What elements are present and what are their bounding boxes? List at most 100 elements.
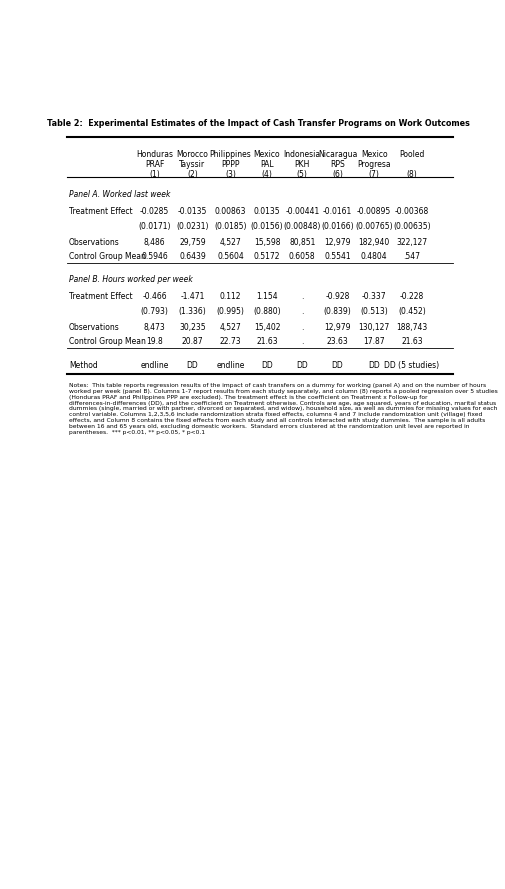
Text: DD: DD	[296, 361, 308, 371]
Text: Tayssir: Tayssir	[179, 160, 206, 169]
Text: endline: endline	[140, 361, 169, 371]
Text: -0.928: -0.928	[325, 292, 349, 300]
Text: 30,235: 30,235	[179, 323, 206, 332]
Text: (5): (5)	[297, 170, 308, 179]
Text: DD: DD	[368, 361, 380, 371]
Text: 8,486: 8,486	[144, 238, 165, 247]
Text: 0.5541: 0.5541	[324, 252, 351, 260]
Text: PKH: PKH	[294, 160, 310, 169]
Text: Indonesia: Indonesia	[284, 150, 321, 159]
Text: 0.6058: 0.6058	[289, 252, 316, 260]
Text: -0.00368: -0.00368	[395, 206, 429, 216]
Text: .: .	[301, 323, 304, 332]
Text: (0.0166): (0.0166)	[321, 221, 354, 230]
Text: Observations: Observations	[69, 238, 120, 247]
Text: 4,527: 4,527	[220, 238, 241, 247]
Text: -0.0135: -0.0135	[178, 206, 207, 216]
Text: Method: Method	[69, 361, 98, 371]
Text: Pooled: Pooled	[399, 150, 425, 159]
Text: DD: DD	[187, 361, 198, 371]
Text: Notes:  This table reports regression results of the impact of cash transfers on: Notes: This table reports regression res…	[69, 383, 498, 435]
Text: 0.00863: 0.00863	[215, 206, 246, 216]
Text: (3): (3)	[225, 170, 236, 179]
Text: 130,127: 130,127	[359, 323, 390, 332]
Text: .547: .547	[403, 252, 421, 260]
Text: (0.0156): (0.0156)	[250, 221, 283, 230]
Text: 12,979: 12,979	[324, 323, 351, 332]
Text: DD: DD	[332, 361, 343, 371]
Text: 15,402: 15,402	[254, 323, 280, 332]
Text: 21.63: 21.63	[401, 337, 423, 346]
Text: 29,759: 29,759	[179, 238, 206, 247]
Text: (2): (2)	[187, 170, 198, 179]
Text: Treatment Effect: Treatment Effect	[69, 292, 133, 300]
Text: PAL: PAL	[260, 160, 274, 169]
Text: DD: DD	[261, 361, 273, 371]
Text: (0.0171): (0.0171)	[138, 221, 171, 230]
Text: Mexico: Mexico	[254, 150, 280, 159]
Text: Morocco: Morocco	[177, 150, 209, 159]
Text: 0.5946: 0.5946	[141, 252, 168, 260]
Text: (0.00635): (0.00635)	[393, 221, 431, 230]
Text: PPPP: PPPP	[221, 160, 240, 169]
Text: .: .	[301, 292, 304, 300]
Text: Progresa: Progresa	[357, 160, 391, 169]
Text: Panel B. Hours worked per week: Panel B. Hours worked per week	[69, 275, 193, 284]
Text: -1.471: -1.471	[180, 292, 205, 300]
Text: RPS: RPS	[330, 160, 345, 169]
Text: -0.337: -0.337	[362, 292, 386, 300]
Text: 17.87: 17.87	[363, 337, 385, 346]
Text: Treatment Effect: Treatment Effect	[69, 206, 133, 216]
Text: 182,940: 182,940	[359, 238, 390, 247]
Text: (0.0185): (0.0185)	[214, 221, 246, 230]
Text: 4,527: 4,527	[220, 323, 241, 332]
Text: Observations: Observations	[69, 323, 120, 332]
Text: (1.336): (1.336)	[179, 307, 207, 316]
Text: -0.228: -0.228	[400, 292, 424, 300]
Text: Honduras: Honduras	[136, 150, 173, 159]
Text: 19.8: 19.8	[146, 337, 163, 346]
Text: -0.466: -0.466	[142, 292, 167, 300]
Text: 1.154: 1.154	[256, 292, 278, 300]
Text: 0.4804: 0.4804	[361, 252, 387, 260]
Text: DD (5 studies): DD (5 studies)	[384, 361, 439, 371]
Text: (0.793): (0.793)	[140, 307, 169, 316]
Text: (6): (6)	[332, 170, 343, 179]
Text: 12,979: 12,979	[324, 238, 351, 247]
Text: (0.839): (0.839)	[324, 307, 351, 316]
Text: 21.63: 21.63	[256, 337, 278, 346]
Text: -0.0161: -0.0161	[323, 206, 352, 216]
Text: 20.87: 20.87	[182, 337, 204, 346]
Text: 188,743: 188,743	[396, 323, 428, 332]
Text: 0.0135: 0.0135	[254, 206, 280, 216]
Text: (8): (8)	[407, 170, 418, 179]
Text: 0.6439: 0.6439	[179, 252, 206, 260]
Text: 0.5604: 0.5604	[217, 252, 244, 260]
Text: Control Group Mean: Control Group Mean	[69, 337, 146, 346]
Text: 8,473: 8,473	[143, 323, 165, 332]
Text: (0.452): (0.452)	[398, 307, 426, 316]
Text: -0.00441: -0.00441	[285, 206, 319, 216]
Text: 22.73: 22.73	[220, 337, 241, 346]
Text: (7): (7)	[369, 170, 380, 179]
Text: 0.112: 0.112	[220, 292, 241, 300]
Text: (1): (1)	[149, 170, 160, 179]
Text: 0.5172: 0.5172	[254, 252, 280, 260]
Text: Nicaragua: Nicaragua	[318, 150, 357, 159]
Text: (0.880): (0.880)	[253, 307, 281, 316]
Text: (0.00848): (0.00848)	[284, 221, 321, 230]
Text: (0.0231): (0.0231)	[176, 221, 209, 230]
Text: Table 2:  Experimental Estimates of the Impact of Cash Transfer Programs on Work: Table 2: Experimental Estimates of the I…	[47, 119, 470, 128]
Text: PRAF: PRAF	[145, 160, 164, 169]
Text: Philippines: Philippines	[210, 150, 251, 159]
Text: 322,127: 322,127	[396, 238, 428, 247]
Text: (0.995): (0.995)	[217, 307, 244, 316]
Text: endline: endline	[216, 361, 244, 371]
Text: (0.513): (0.513)	[360, 307, 388, 316]
Text: (0.00765): (0.00765)	[355, 221, 393, 230]
Text: (4): (4)	[262, 170, 273, 179]
Text: 80,851: 80,851	[289, 238, 316, 247]
Text: .: .	[301, 337, 304, 346]
Text: -0.00895: -0.00895	[357, 206, 391, 216]
Text: 15,598: 15,598	[254, 238, 280, 247]
